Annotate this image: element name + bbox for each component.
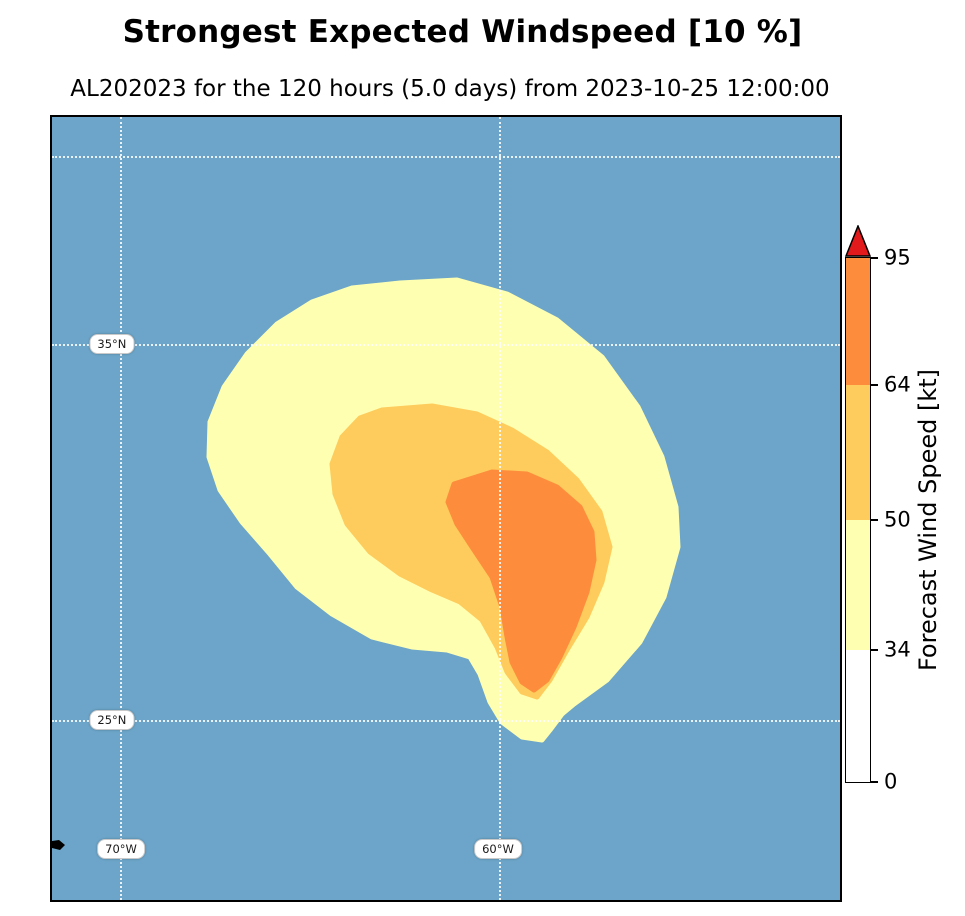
gridline-parallel	[52, 719, 840, 722]
colorbar-segment-34-50	[846, 519, 870, 651]
colorbar-tick-label: 50	[884, 507, 911, 532]
grid-label-70W: 70°W	[97, 839, 145, 860]
colorbar-tick-label: 64	[884, 372, 911, 397]
grid-label-35N: 35°N	[89, 334, 135, 355]
colorbar-segment-0-34	[846, 650, 870, 782]
colorbar-segment-64-95	[846, 258, 870, 386]
colorbar-tick-label: 0	[884, 769, 898, 794]
chart-title: Strongest Expected Windspeed [10 %]	[122, 14, 803, 50]
colorbar-bar: 95 64 50 34 0	[845, 247, 911, 792]
colorbar-segment-50-64	[846, 385, 870, 520]
gridline-parallel	[52, 155, 840, 158]
colorbar-tick	[870, 649, 878, 652]
colorbar-axis-label: Forecast Wind Speed [kt]	[914, 368, 942, 672]
colorbar-tick	[870, 257, 878, 259]
grid-label-25N: 25°N	[89, 709, 135, 730]
contour-map-svg	[52, 277, 681, 850]
colorbar-tick	[870, 519, 878, 521]
colorbar-tick-label: 34	[884, 637, 911, 662]
chart-subtitle: AL202023 for the 120 hours (5.0 days) fr…	[70, 76, 830, 102]
coastline-fragment	[52, 840, 65, 850]
colorbar-tick	[870, 384, 878, 387]
colorbar-over-arrow	[845, 225, 871, 257]
colorbar-tick	[870, 781, 878, 783]
grid-label-60W: 60°W	[474, 839, 522, 860]
gridline-meridian	[498, 117, 501, 900]
gridline-meridian	[120, 117, 122, 900]
colorbar-over-arrow-shape	[845, 225, 871, 257]
gridline-parallel	[52, 344, 840, 347]
map-plot: 35°N 25°N 70°W 60°W	[50, 115, 842, 902]
contour-fill-64kt	[445, 469, 597, 693]
colorbar-tick-label: 95	[884, 245, 911, 270]
